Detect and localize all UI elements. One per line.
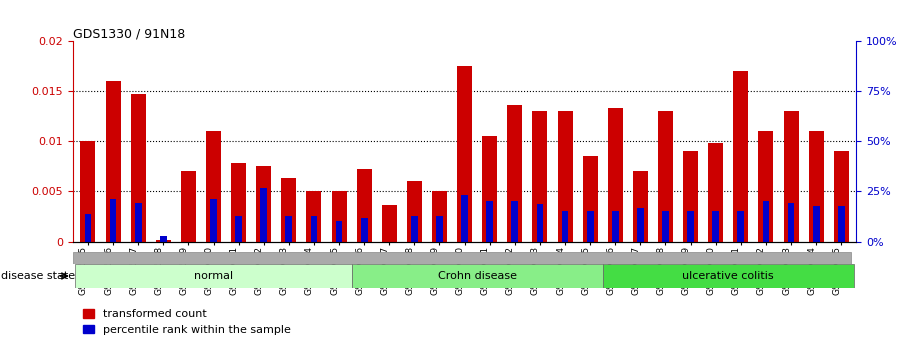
Bar [457,66,472,242]
Bar [407,181,422,241]
Bar [361,218,367,241]
Bar [80,141,96,242]
Bar [210,199,217,242]
Bar [109,199,117,242]
Bar [562,211,568,241]
Bar [813,206,820,242]
Bar [281,178,296,242]
Legend: transformed count, percentile rank within the sample: transformed count, percentile rank withi… [78,305,295,339]
Bar [285,217,292,241]
Bar [335,221,343,242]
Bar [181,171,196,242]
Bar [356,169,372,242]
Bar [687,211,694,241]
Bar [352,264,603,288]
Bar [76,264,352,288]
Text: normal: normal [194,271,233,281]
Bar [256,167,271,242]
Bar [834,151,849,242]
Bar [507,106,522,241]
Bar [809,131,824,241]
Bar [482,137,497,242]
Bar [156,240,171,241]
Bar [537,205,543,241]
Bar [608,108,623,242]
Bar [130,95,146,241]
Bar [235,217,242,241]
Bar [432,191,447,242]
Bar [558,111,573,241]
Bar [411,217,418,241]
Bar [311,217,317,241]
Bar [633,171,648,242]
Bar [332,191,346,242]
Bar [231,164,246,242]
Bar [708,144,723,241]
Bar [612,211,619,241]
Bar [532,111,548,241]
Bar [683,151,698,242]
Bar [206,131,221,241]
Bar [511,201,518,242]
Bar [788,204,794,241]
Bar [160,237,167,241]
Bar [783,111,799,241]
Bar [486,201,493,242]
Bar [306,191,322,242]
Bar [763,201,769,242]
Bar [461,196,468,242]
Bar [583,157,598,241]
Text: disease state: disease state [1,271,75,281]
Bar [603,264,854,288]
Bar [737,211,744,241]
Bar [106,81,120,242]
Bar [733,71,748,242]
Bar [662,211,669,241]
Bar [436,217,443,241]
Bar [637,208,644,242]
Bar [382,206,397,242]
Bar [587,211,594,241]
Bar [658,111,673,241]
Bar [135,204,141,241]
Text: Crohn disease: Crohn disease [437,271,517,281]
Bar [758,131,773,241]
Text: GDS1330 / 91N18: GDS1330 / 91N18 [73,27,185,40]
Bar [838,206,844,242]
Text: ulcerative colitis: ulcerative colitis [682,271,774,281]
Bar [85,215,91,242]
Bar [712,211,719,241]
Bar [261,188,267,241]
